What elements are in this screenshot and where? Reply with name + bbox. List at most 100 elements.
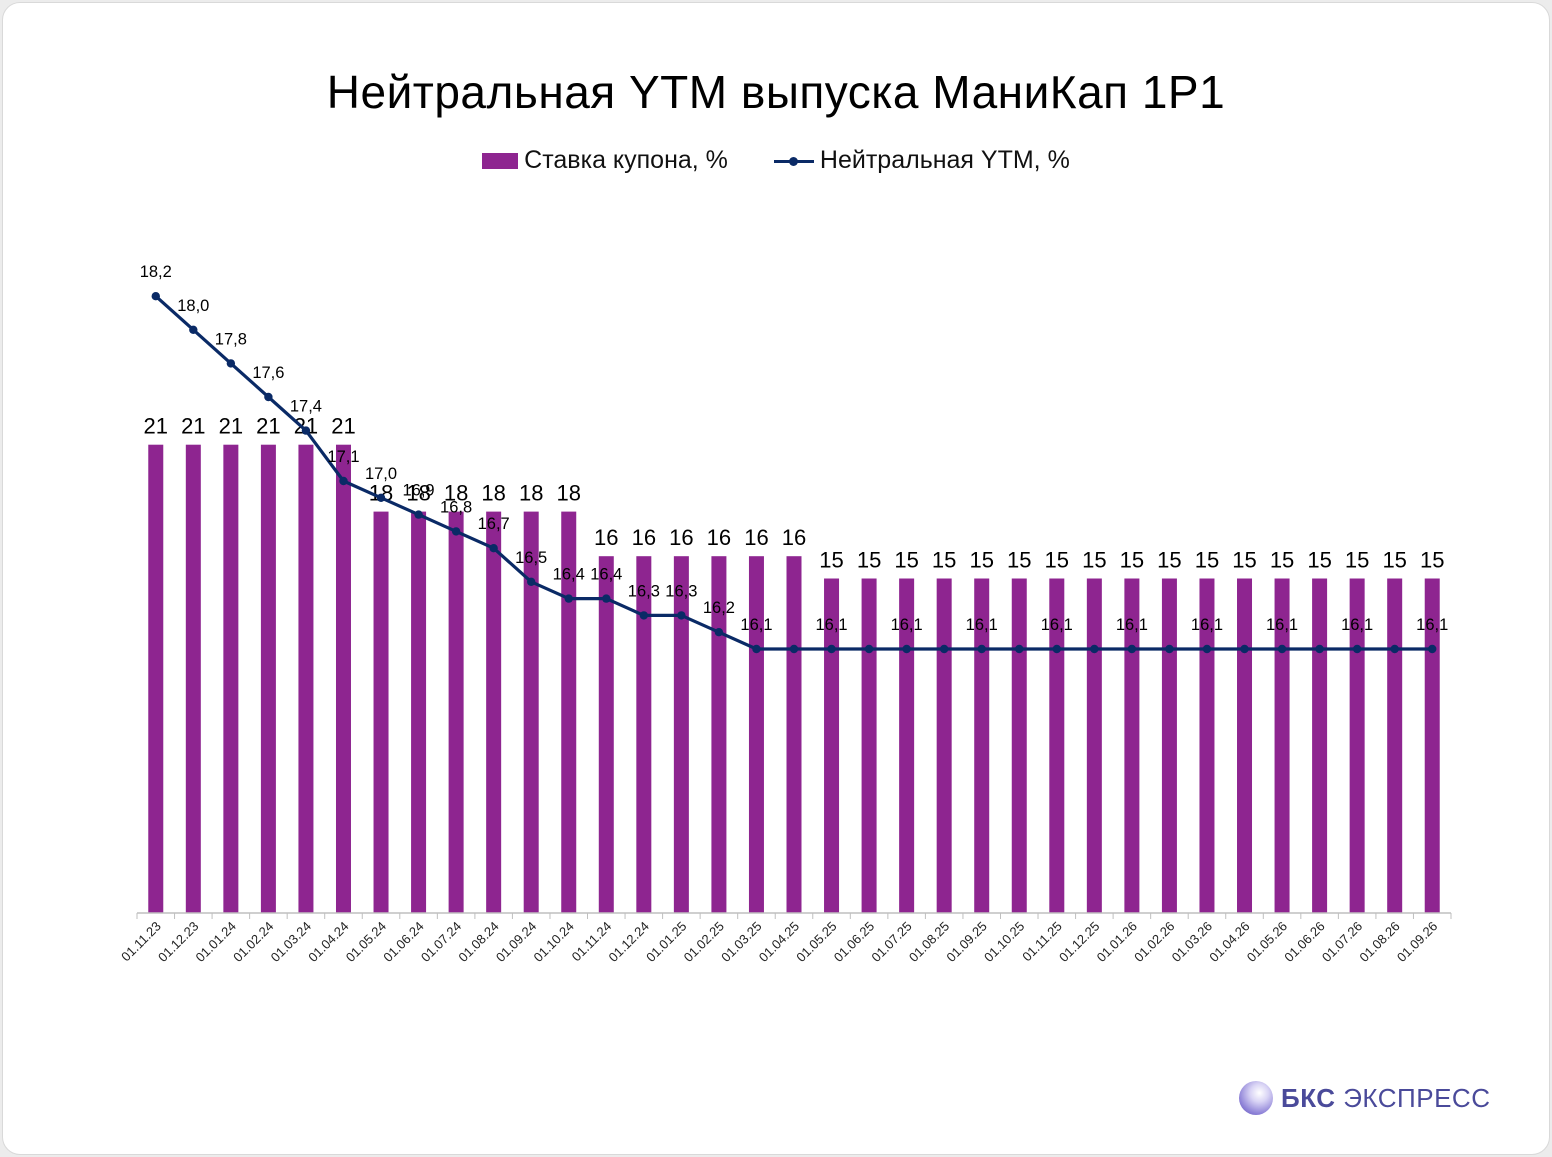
ytm-data-label: 17,8 — [215, 330, 247, 348]
legend-label-coupon: Ставка купона, % — [524, 146, 728, 174]
ytm-data-label: 18,2 — [140, 263, 172, 281]
x-tick-label: 01.10.25 — [981, 919, 1027, 965]
bar-data-label: 16 — [744, 525, 768, 550]
ytm-point — [489, 544, 498, 553]
x-tick-label: 01.06.24 — [380, 919, 426, 965]
ytm-point — [602, 594, 611, 603]
x-tick-label: 01.01.25 — [643, 919, 689, 965]
ytm-point — [414, 510, 423, 519]
x-tick-label: 01.08.26 — [1356, 919, 1402, 965]
x-tick-label: 01.02.24 — [230, 919, 276, 965]
bar-data-label: 16 — [707, 525, 731, 550]
bar-data-label: 15 — [932, 548, 956, 573]
bar-data-label: 18 — [444, 481, 468, 506]
ytm-point — [1315, 644, 1324, 654]
x-tick-label: 01.12.23 — [155, 919, 201, 965]
bar-data-label: 15 — [1232, 548, 1256, 573]
bar — [1049, 578, 1065, 913]
x-tick-label: 01.01.26 — [1094, 919, 1140, 965]
ytm-point — [1202, 644, 1212, 654]
ytm-data-label: 16,8 — [440, 498, 472, 516]
ytm-point — [677, 611, 686, 620]
x-tick-label: 01.08.25 — [906, 919, 952, 965]
bar-data-label: 18 — [406, 481, 430, 506]
ytm-point — [189, 325, 198, 334]
bar-data-label: 15 — [1007, 548, 1031, 573]
ytm-point — [1090, 644, 1099, 654]
bar-data-label: 21 — [256, 414, 280, 439]
legend-swatch-bar — [482, 152, 519, 169]
bar — [260, 444, 276, 913]
bar — [1199, 578, 1215, 913]
bar-data-label: 15 — [1345, 548, 1369, 573]
ytm-data-label: 16,5 — [515, 549, 547, 567]
ytm-data-label: 16,1 — [740, 616, 772, 634]
ytm-data-label: 16,3 — [628, 582, 660, 600]
bar-data-label: 16 — [669, 525, 693, 550]
ytm-data-label: 18,0 — [177, 297, 209, 315]
bar — [298, 444, 314, 913]
legend-item-coupon: Ставка купона, % — [482, 146, 728, 175]
bar — [561, 511, 577, 913]
bar-data-label: 16 — [782, 525, 806, 550]
bar-data-label: 21 — [144, 414, 168, 439]
bar — [824, 578, 840, 913]
bar — [1237, 578, 1253, 913]
bar — [748, 556, 764, 913]
ytm-data-label: 17,0 — [365, 465, 397, 483]
x-tick-label: 01.05.25 — [793, 919, 839, 965]
ytm-point — [451, 527, 461, 536]
x-tick-label: 01.12.24 — [606, 919, 652, 965]
ytm-point — [226, 359, 236, 368]
bar — [1424, 578, 1440, 913]
ytm-data-label: 17,4 — [290, 398, 322, 416]
ytm-point — [752, 644, 761, 654]
ytm-point — [1428, 644, 1437, 654]
x-tick-label: 01.07.24 — [418, 919, 464, 965]
bar-data-label: 15 — [1420, 548, 1444, 573]
ytm-point — [1352, 644, 1362, 654]
bar-data-label: 18 — [519, 481, 543, 506]
x-tick-label: 01.03.24 — [268, 919, 314, 965]
bar — [448, 511, 464, 913]
x-tick-label: 01.07.25 — [868, 919, 914, 965]
bar-data-label: 21 — [219, 414, 243, 439]
ytm-point — [1165, 644, 1174, 654]
x-tick-label: 01.03.26 — [1169, 919, 1215, 965]
bar-data-label: 15 — [1082, 548, 1106, 573]
logo-text: БКС ЭКСПРЕСС — [1281, 1082, 1491, 1113]
x-tick-label: 01.02.26 — [1131, 919, 1177, 965]
ytm-point — [789, 644, 799, 654]
x-tick-label: 01.03.25 — [718, 919, 764, 965]
ytm-data-label: 16,1 — [966, 616, 998, 634]
ytm-point — [151, 292, 160, 301]
bar-data-label: 18 — [557, 481, 581, 506]
bar-data-label: 15 — [894, 548, 918, 573]
ytm-point — [939, 644, 949, 654]
ytm-data-label: 17,1 — [327, 448, 359, 466]
x-tick-label: 01.01.24 — [193, 919, 239, 965]
bar — [1086, 578, 1102, 913]
bar-data-label: 15 — [1157, 548, 1181, 573]
ytm-data-label: 16,9 — [403, 482, 435, 500]
bar — [1349, 578, 1365, 913]
bar — [523, 511, 539, 913]
x-tick-label: 01.10.24 — [530, 919, 576, 965]
bar — [1274, 578, 1290, 913]
legend-label-ytm: Нейтральная YTM, % — [819, 146, 1070, 174]
bar — [411, 511, 427, 913]
legend-swatch-line — [773, 154, 814, 168]
ytm-point — [977, 644, 986, 654]
ytm-data-label: 16,1 — [891, 616, 923, 634]
x-tick-label: 01.04.24 — [305, 919, 351, 965]
ytm-point — [301, 426, 311, 435]
ytm-point — [1277, 644, 1287, 654]
logo-sphere-icon — [1239, 1081, 1273, 1115]
bar-data-label: 21 — [331, 414, 355, 439]
bar-data-label: 15 — [1307, 548, 1331, 573]
bar — [1312, 578, 1328, 913]
bar — [223, 444, 239, 913]
bar — [185, 444, 201, 913]
ytm-data-label: 16,1 — [1041, 616, 1073, 634]
